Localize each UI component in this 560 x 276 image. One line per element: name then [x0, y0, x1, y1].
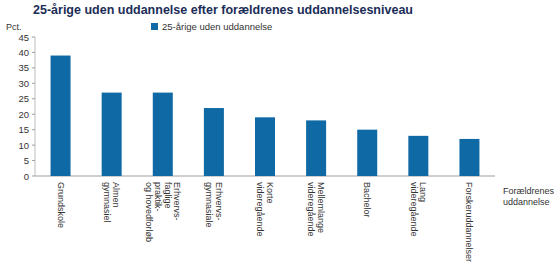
- y-tick-label: 10: [18, 140, 29, 151]
- x-tick-label: Almengymnasiel: [102, 182, 122, 223]
- y-tick: [32, 114, 35, 115]
- y-tick: [32, 83, 35, 84]
- x-axis-label: Forældrenesuddannelse: [503, 186, 555, 207]
- x-tick-label: Langvideregående: [409, 182, 429, 237]
- bar: [204, 108, 224, 176]
- y-tick-label: 25: [18, 93, 29, 104]
- y-tick: [32, 129, 35, 130]
- y-tick-label: 0: [24, 171, 29, 182]
- legend-label: 25-årige uden uddannelse: [162, 21, 272, 32]
- y-tick: [32, 37, 35, 38]
- x-tick-label: Kortevideregående: [255, 182, 275, 237]
- bar: [255, 117, 275, 176]
- bar: [51, 56, 71, 176]
- y-tick-label: 20: [18, 109, 29, 120]
- legend: 25-årige uden uddannelse: [151, 21, 272, 32]
- y-tick: [32, 98, 35, 99]
- bar: [357, 130, 377, 176]
- bar: [408, 136, 428, 176]
- y-tick-label: 5: [24, 155, 29, 166]
- x-tick-label: Erhvervs-fagligepraktik-og hovedforløb: [144, 182, 183, 242]
- x-tick-label: Grundskole: [56, 182, 66, 228]
- y-tick: [32, 67, 35, 68]
- bar: [459, 139, 479, 176]
- y-tick: [32, 145, 35, 146]
- y-axis-label: Pct.: [6, 22, 22, 32]
- title: 25-årige uden uddannelse efter forældren…: [33, 3, 413, 17]
- legend-swatch: [151, 23, 158, 30]
- y-tick-label: 30: [18, 78, 29, 89]
- y-tick-label: 15: [18, 124, 29, 135]
- y-axis: [35, 37, 36, 176]
- bar: [306, 120, 326, 176]
- y-tick-label: 35: [18, 62, 29, 73]
- bar: [102, 93, 122, 176]
- y-tick: [32, 52, 35, 53]
- y-tick-label: 45: [18, 32, 29, 43]
- y-tick-label: 40: [18, 47, 29, 58]
- x-tick-label: Forskeruddannelser: [464, 182, 474, 262]
- y-tick: [32, 160, 35, 161]
- x-tick-label: Erhvervs-gymnasiale: [204, 182, 224, 228]
- x-tick-label: Mellemlangevideregående: [306, 182, 326, 237]
- bar: [153, 93, 173, 176]
- x-tick-label: Bachelor: [362, 182, 372, 218]
- chart: 25-årige uden uddannelse efter forældren…: [0, 0, 560, 276]
- y-tick: [32, 176, 35, 177]
- bars: [51, 56, 480, 176]
